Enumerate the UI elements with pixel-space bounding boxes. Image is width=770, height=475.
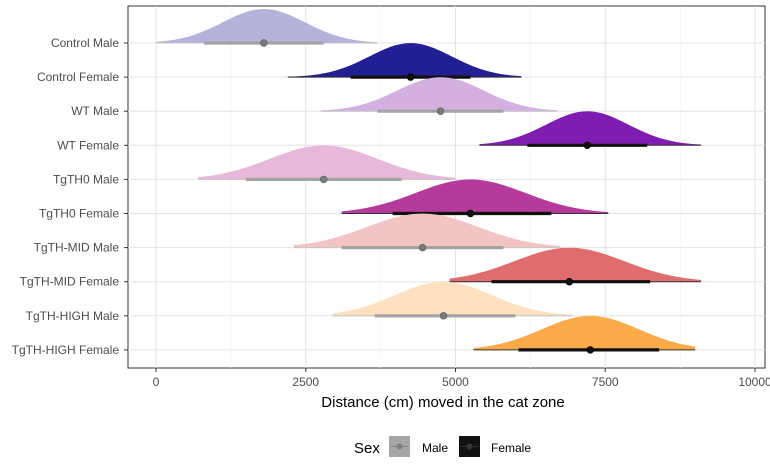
median-point-control-female — [406, 73, 415, 81]
x-tick-label: 2500 — [292, 375, 319, 389]
y-tick-label: TgTH0 Male — [53, 172, 119, 186]
legend-key-male — [389, 436, 410, 457]
density-tgth0-female — [341, 179, 609, 214]
legend-title: Sex — [354, 440, 380, 457]
median-point-wt-female — [583, 141, 591, 150]
x-tick-label: 10000 — [738, 375, 770, 389]
x-tick-label: 7500 — [592, 375, 619, 389]
median-point-tgth-mid-female — [565, 278, 574, 286]
x-tick-label: 5000 — [442, 375, 469, 389]
y-tick-label: TgTH-HIGH Female — [12, 343, 120, 357]
median-point-tgth-high-female — [586, 346, 594, 354]
density-tgth0-male — [197, 145, 456, 180]
y-tick-label: Control Male — [51, 36, 119, 50]
x-axis-title: Distance (cm) moved in the cat zone — [321, 394, 564, 411]
legend-label-female: Female — [491, 441, 531, 455]
median-point-tgth0-female — [466, 209, 475, 218]
median-point-tgth-high-male — [439, 312, 448, 320]
y-tick-labels: Control Male Control Female WT Male WT Fema… — [12, 36, 128, 357]
median-point-wt-male — [436, 107, 445, 115]
density-wt-male — [320, 77, 558, 112]
y-tick-label: TgTH-MID Female — [20, 275, 120, 289]
y-tick-label: TgTH0 Female — [39, 207, 119, 221]
median-point-tgth0-male — [320, 175, 328, 184]
density-control-female — [287, 43, 522, 78]
legend-key-female — [459, 436, 480, 457]
median-point-tgth-mid-male — [418, 243, 427, 252]
median-point-control-male — [260, 39, 268, 47]
density-tgth-mid-male — [293, 213, 561, 248]
density-tgth-high-female — [473, 315, 696, 350]
x-tick-label: 0 — [153, 375, 160, 389]
x-tick-labels: 0 2500 5000 7500 10000 — [153, 368, 770, 389]
legend: Sex Male Female — [354, 436, 531, 457]
y-tick-label: Control Female — [37, 70, 119, 84]
density-tgth-mid-female — [449, 247, 702, 282]
density-wt-female — [479, 111, 702, 146]
density-tgth-high-male — [332, 281, 573, 316]
y-tick-label: WT Female — [57, 138, 119, 152]
y-tick-label: TgTH-HIGH Male — [26, 309, 120, 323]
y-tick-label: WT Male — [71, 104, 119, 118]
distribution-marks — [156, 9, 702, 354]
legend-label-male: Male — [422, 441, 448, 455]
density-control-male — [156, 9, 378, 43]
y-tick-label: TgTH-MID Male — [34, 241, 120, 255]
